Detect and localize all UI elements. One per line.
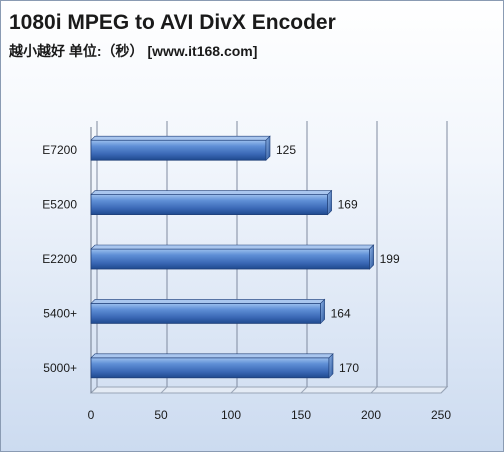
bar-top-face xyxy=(90,353,334,359)
bar-top-face xyxy=(90,299,326,304)
gridline-floor xyxy=(90,386,98,394)
chart-title: 1080i MPEG to AVI DivX Encoder xyxy=(9,11,336,34)
bar xyxy=(90,139,267,161)
data-label: 199 xyxy=(380,252,400,266)
data-label: 169 xyxy=(338,198,358,212)
x-tick-label: 250 xyxy=(431,408,451,422)
gridline-floor xyxy=(160,386,168,394)
bar xyxy=(90,302,322,324)
gridline-floor xyxy=(230,386,238,394)
bar-end-face xyxy=(369,244,374,270)
bar-end-face xyxy=(327,189,332,216)
bar xyxy=(90,194,329,216)
chart-subtitle: 越小越好 单位:（秒） [www.it168.com] xyxy=(9,43,258,59)
plot-floor xyxy=(89,386,449,394)
bar-top-face xyxy=(90,244,375,250)
category-label: 5000+ xyxy=(43,361,77,375)
gridline-floor xyxy=(300,386,308,394)
category-label: E7200 xyxy=(42,143,77,157)
category-label: E2200 xyxy=(42,252,77,266)
gridline-floor xyxy=(370,386,378,394)
bar-top-face xyxy=(90,190,333,195)
x-tick-label: 50 xyxy=(154,408,168,422)
category-label: E5200 xyxy=(42,198,77,212)
bar-end-face xyxy=(328,353,334,379)
bar xyxy=(90,357,330,379)
x-tick-label: 150 xyxy=(291,408,311,422)
data-label: 170 xyxy=(339,361,359,375)
gridline-floor xyxy=(440,386,448,394)
bar-end-face xyxy=(265,135,271,161)
bar xyxy=(90,248,371,270)
x-tick-label: 100 xyxy=(221,408,241,422)
x-tick-label: 0 xyxy=(88,408,95,422)
data-label: 164 xyxy=(331,306,351,320)
bar-end-face xyxy=(320,298,325,325)
x-tick-label: 200 xyxy=(361,408,381,422)
data-label: 125 xyxy=(276,143,296,157)
bar-top-face xyxy=(90,135,271,141)
category-label: 5400+ xyxy=(43,306,77,320)
